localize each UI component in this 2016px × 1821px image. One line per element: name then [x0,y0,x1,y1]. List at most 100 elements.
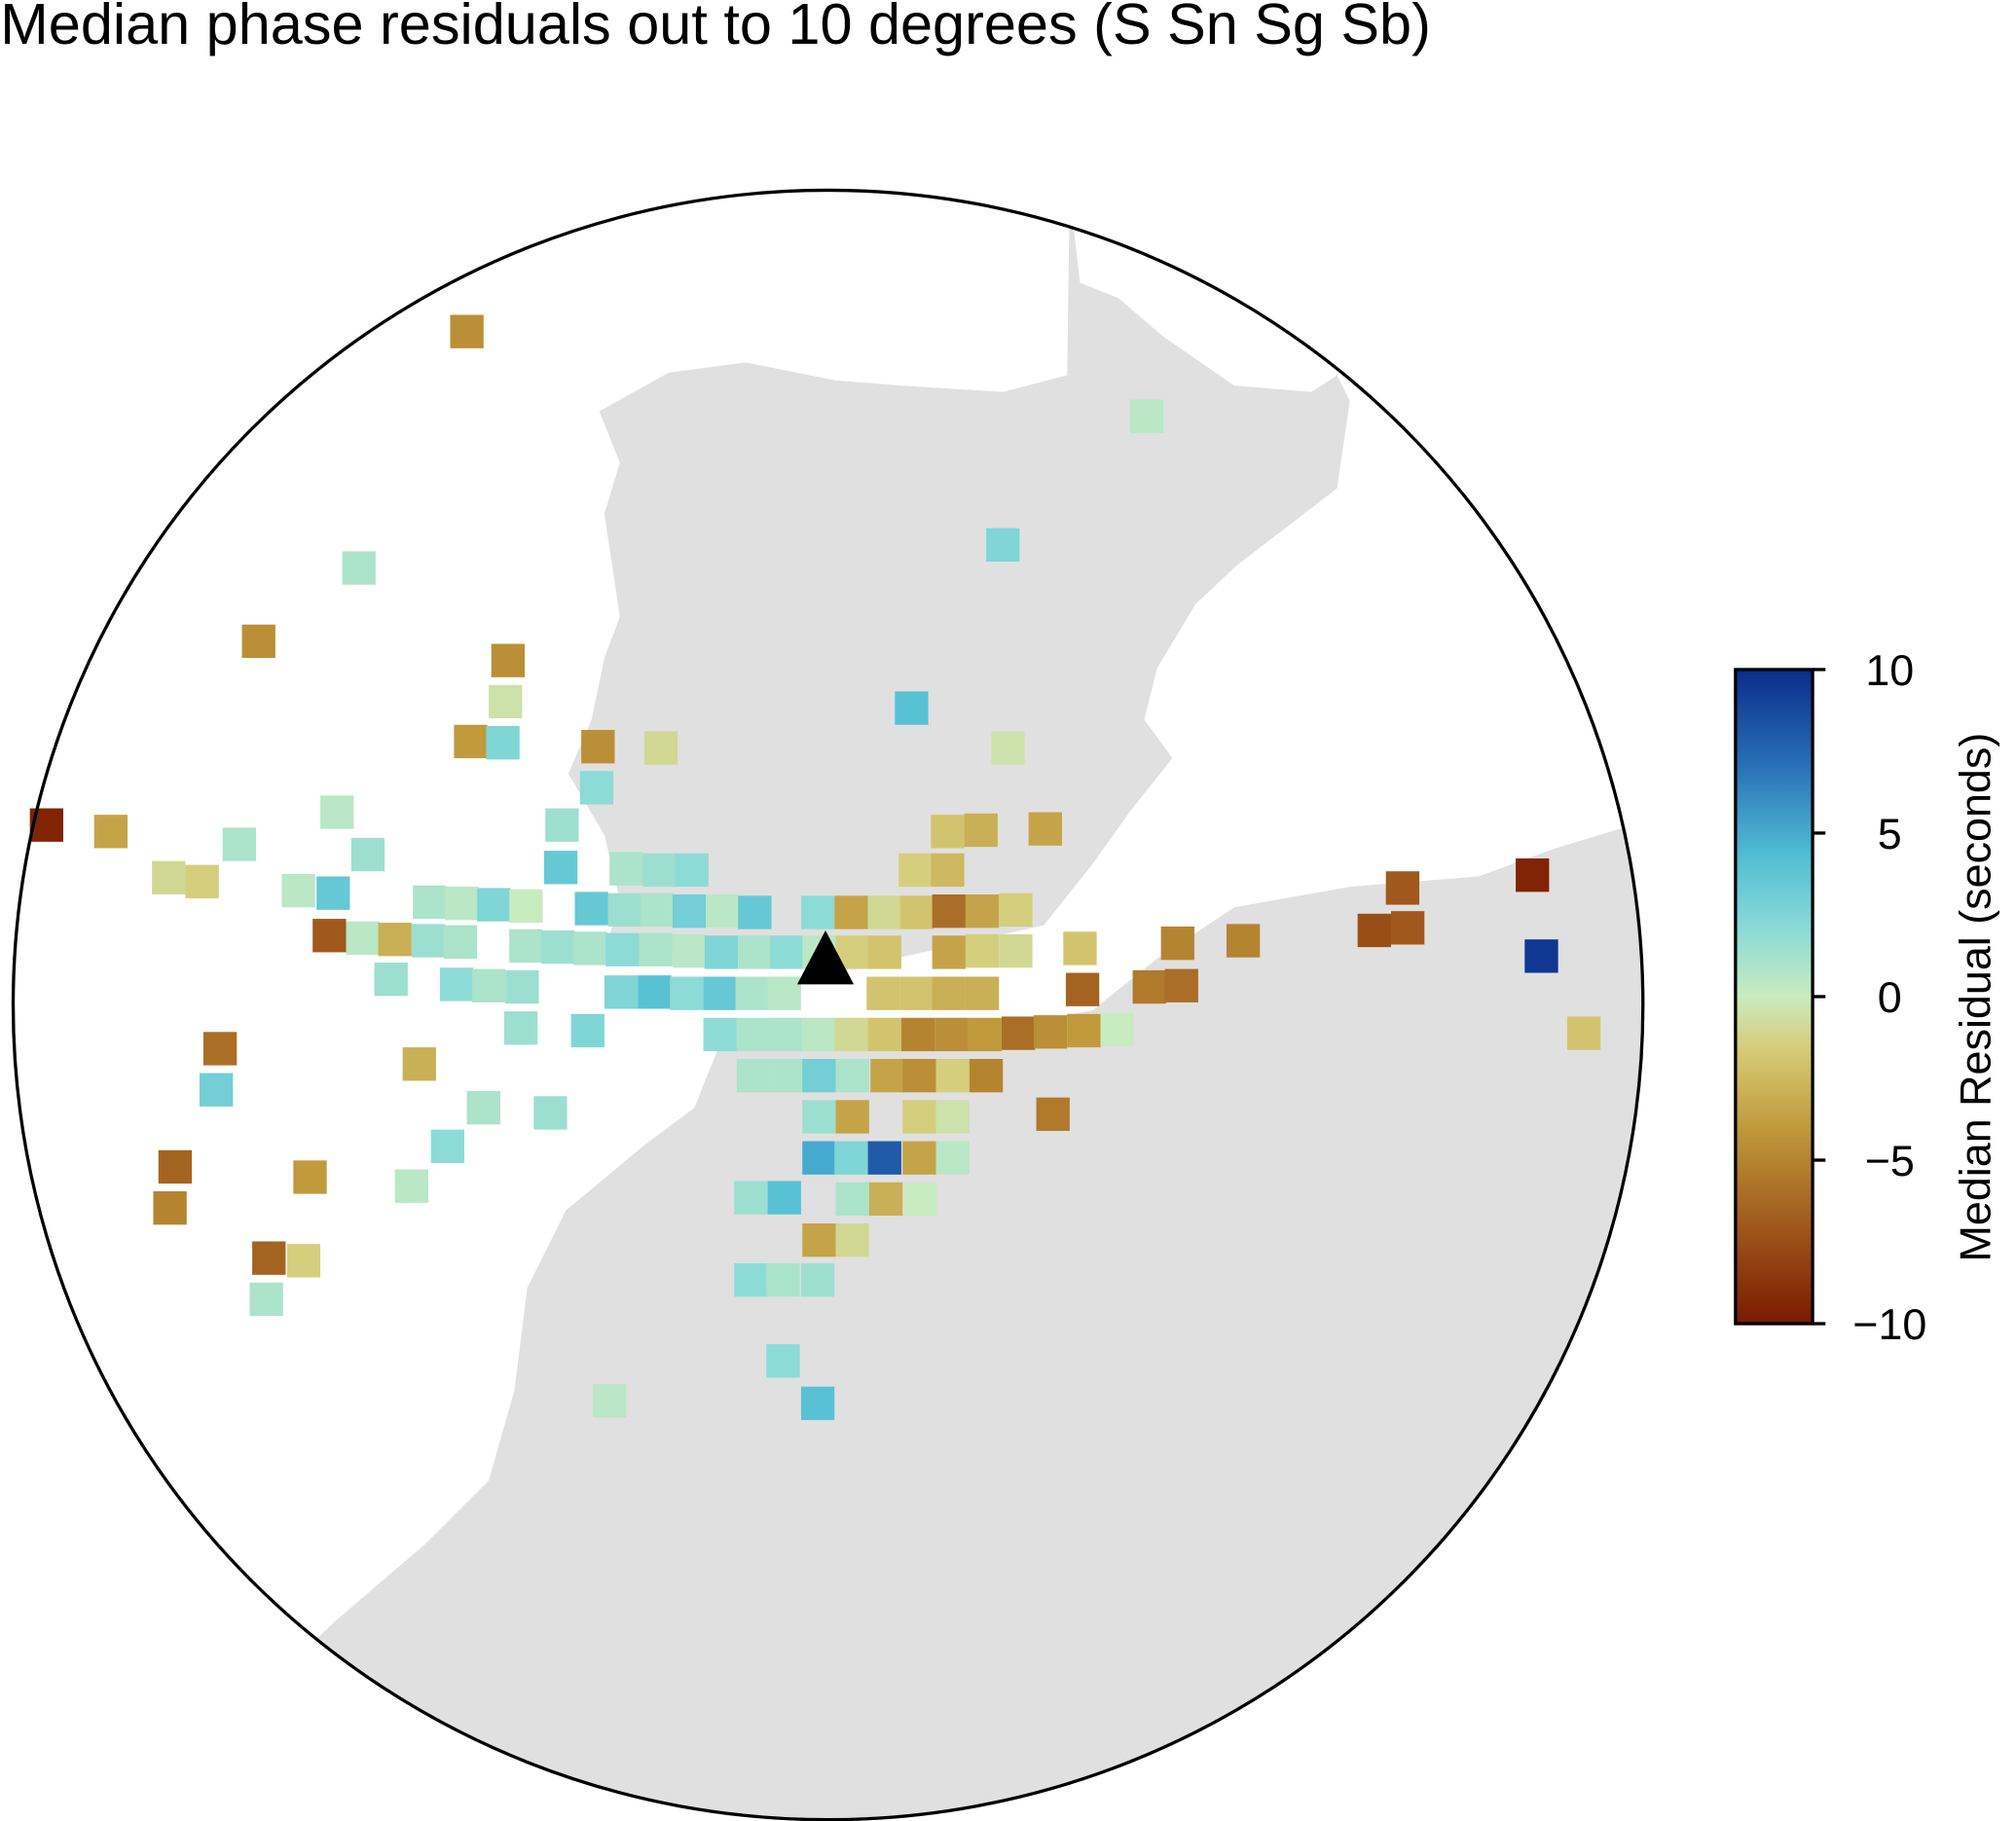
residual-square [411,924,446,958]
colorbar-label: Median Residual (seconds) [1950,733,1999,1262]
residual-square [734,1181,768,1215]
residual-square [293,1160,327,1194]
residual-square [986,528,1020,563]
residual-square [1028,812,1062,846]
residual-square [867,1141,901,1175]
residual-square [766,1262,800,1297]
residual-square [800,895,835,929]
residual-square [932,893,966,929]
residual-square [670,976,704,1010]
residual-square [1100,1012,1134,1046]
residual-squares [29,314,1601,1421]
residual-square [968,1017,1002,1052]
residual-square [609,852,643,886]
residual-square [1516,858,1550,892]
residual-square [466,1091,500,1125]
residual-square [899,895,934,929]
residual-square [1566,1016,1601,1050]
africa [13,828,1643,1820]
residual-square [935,1141,970,1175]
residual-square [866,976,900,1010]
residual-square [471,968,506,1002]
residual-square [902,1141,936,1175]
residual-square [931,815,965,849]
residual-square [902,1100,936,1134]
residual-square [93,815,128,849]
residual-square [736,1017,771,1052]
residual-square [802,1017,836,1052]
residual-square [533,1096,568,1130]
residual-square [834,895,868,929]
residual-square [1001,1016,1036,1050]
residual-square [1524,939,1558,973]
chart-title: Median phase residuals out to 10 degrees… [0,0,1431,56]
residual-square [802,1100,836,1134]
residual-square [374,962,408,997]
residual-square [579,771,614,805]
residual-square [706,893,740,929]
residual-square [867,935,901,969]
residual-square [509,929,543,963]
residual-square [767,976,801,1010]
residual-square [489,684,523,719]
residual-square [640,892,675,928]
residual-square [899,976,934,1010]
residual-square [541,929,575,965]
residual-square [394,1169,429,1203]
residual-square [834,1017,868,1052]
residual-square [286,1244,321,1278]
residual-square [1385,871,1420,905]
residual-square [158,1149,193,1184]
residual-square [800,1262,835,1297]
residual-square [638,975,672,1009]
residual-square [1129,399,1164,433]
residual-square [735,976,769,1010]
residual-square [1063,931,1097,965]
residual-square [969,1059,1004,1093]
residual-square [1357,913,1391,948]
residual-square [868,1182,903,1217]
residual-square [281,873,315,908]
colorbar-tick-label: 5 [1878,809,1902,858]
residual-square [402,1047,436,1081]
colorbar-tick-label: −10 [1852,1299,1926,1349]
residual-square [835,1182,869,1217]
residual-square [573,931,607,965]
residual-square [932,976,966,1010]
iberia [568,193,1350,966]
residual-square [964,813,998,848]
residual-square [766,1344,800,1378]
residual-square [703,1017,737,1052]
residual-square [413,885,447,920]
residual-square [346,921,380,956]
station-triangle [796,929,855,985]
residual-square [800,1386,835,1421]
residual-square [593,1384,627,1418]
residual-square [574,892,608,926]
colorbar [1734,668,1814,1326]
residual-square [931,853,965,888]
residual-square [545,808,579,842]
residual-square [505,969,539,1004]
residual-square [903,1182,937,1217]
residual-square [604,975,639,1009]
residual-square [1226,924,1261,958]
residual-square [316,876,350,910]
residual-square [965,933,1000,968]
residual-square [738,895,772,929]
residual-square [1065,972,1100,1006]
residual-square [738,935,772,969]
residual-square [350,837,385,872]
residual-square [450,314,484,348]
residual-square [570,1013,605,1048]
residual-square [378,923,412,957]
residual-square [605,932,640,966]
residual-square [491,643,526,677]
residual-square [454,724,488,759]
residual-square [767,1181,801,1215]
residual-square [867,1017,901,1052]
residual-square [935,1100,970,1134]
residual-square [736,1059,771,1093]
